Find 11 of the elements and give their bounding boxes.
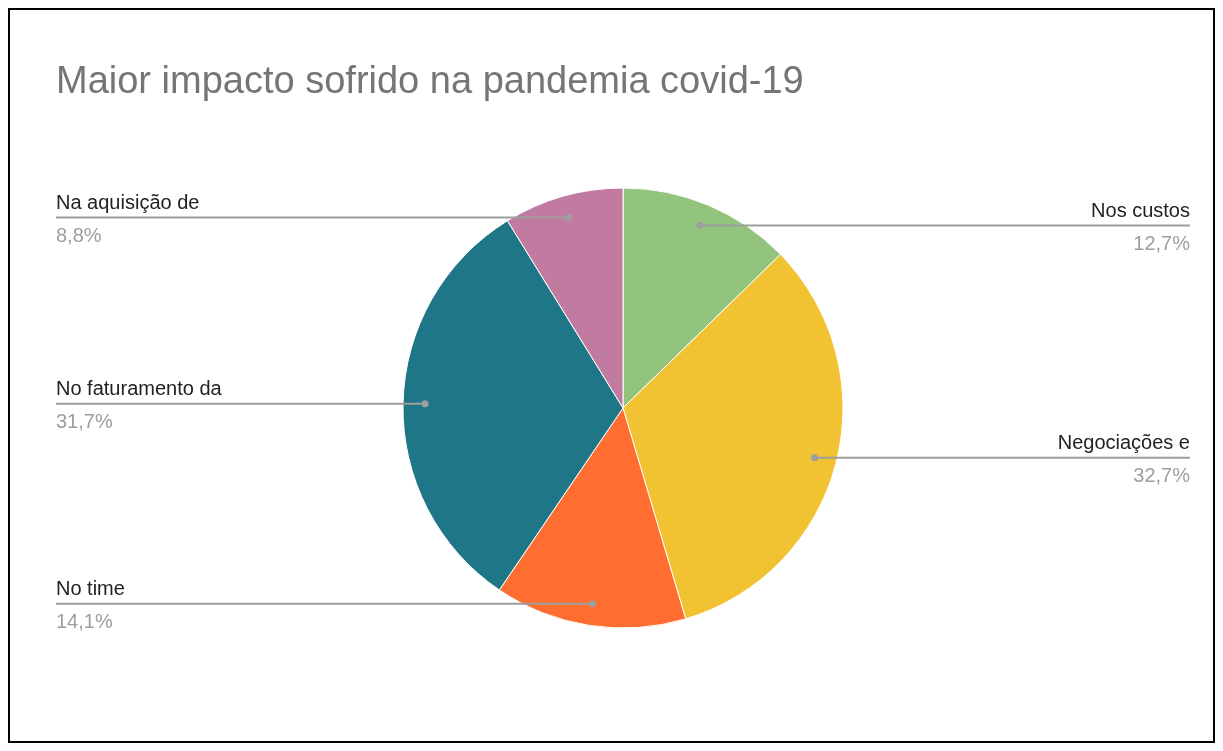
data-label: 31,7% bbox=[56, 409, 113, 432]
data-label: 32,7% bbox=[1133, 463, 1191, 486]
slice-label: Nos custos bbox=[1091, 198, 1190, 221]
data-label: 8,8% bbox=[56, 223, 102, 246]
slice-label: No time bbox=[56, 576, 125, 599]
slice-label: Na aquisição de bbox=[56, 190, 200, 213]
chart-title: Maior impacto sofrido na pandemia covid-19 bbox=[56, 59, 804, 101]
slice-label: Negociações e bbox=[1057, 430, 1190, 453]
data-label: 14,1% bbox=[56, 609, 113, 632]
slice-label: No faturamento da bbox=[56, 376, 223, 399]
data-label: 12,7% bbox=[1133, 231, 1191, 254]
